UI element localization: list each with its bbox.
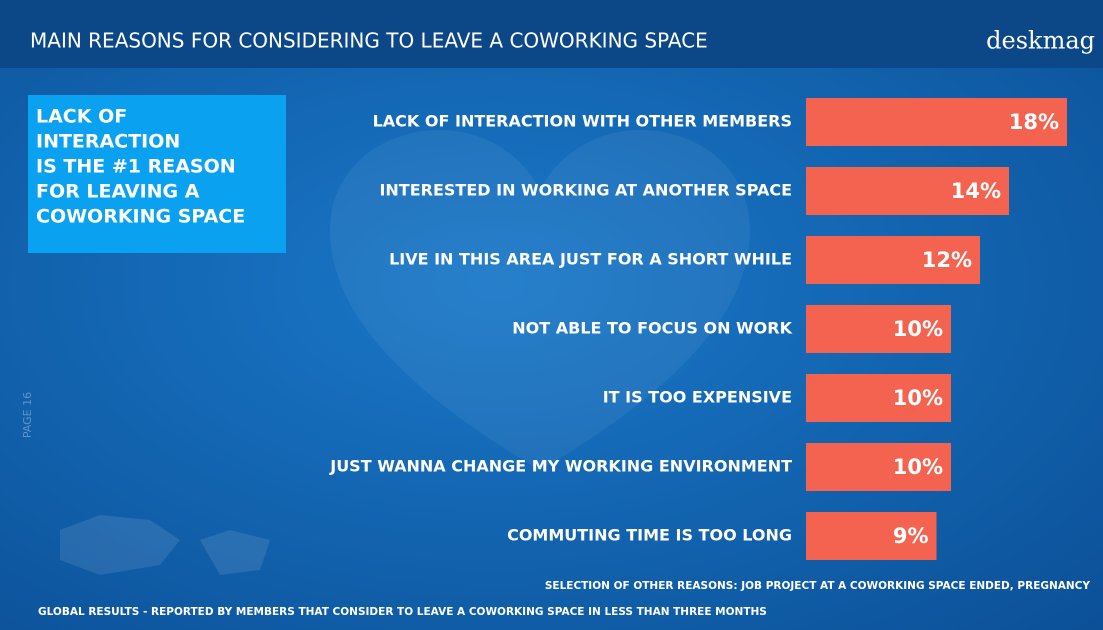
callout-line: INTERACTION bbox=[36, 131, 180, 153]
category-label: LIVE IN THIS AREA JUST FOR A SHORT WHILE bbox=[389, 250, 792, 269]
header-band bbox=[0, 0, 1103, 68]
callout-box bbox=[28, 95, 286, 253]
callout-line: FOR LEAVING A bbox=[36, 181, 200, 203]
value-label: 10% bbox=[893, 386, 943, 410]
chart-title: MAIN REASONS FOR CONSIDERING TO LEAVE A … bbox=[30, 29, 708, 53]
bar bbox=[806, 305, 951, 353]
bar bbox=[806, 167, 1009, 215]
callout-line: IS THE #1 REASON bbox=[36, 156, 236, 178]
map-decoration bbox=[60, 515, 270, 575]
footnote: GLOBAL RESULTS - REPORTED BY MEMBERS THA… bbox=[38, 606, 767, 618]
footnote: SELECTION OF OTHER REASONS: JOB PROJECT … bbox=[545, 580, 1091, 592]
value-label: 9% bbox=[893, 524, 929, 548]
page-label: PAGE 16 bbox=[21, 392, 34, 438]
category-label: INTERESTED IN WORKING AT ANOTHER SPACE bbox=[379, 181, 792, 200]
bar bbox=[806, 98, 1067, 146]
value-label: 14% bbox=[951, 179, 1001, 203]
bar bbox=[806, 236, 980, 284]
category-label: COMMUTING TIME IS TOO LONG bbox=[507, 526, 792, 545]
value-label: 12% bbox=[922, 248, 972, 272]
value-label: 18% bbox=[1009, 110, 1059, 134]
bar bbox=[806, 374, 951, 422]
category-label: LACK OF INTERACTION WITH OTHER MEMBERS bbox=[373, 112, 792, 131]
category-label: NOT ABLE TO FOCUS ON WORK bbox=[512, 319, 792, 338]
heart-decoration bbox=[330, 130, 750, 470]
category-label: IT IS TOO EXPENSIVE bbox=[603, 388, 792, 407]
value-label: 10% bbox=[893, 455, 943, 479]
value-label: 10% bbox=[893, 317, 943, 341]
bar bbox=[806, 443, 951, 491]
brand: deskmag bbox=[986, 27, 1095, 55]
category-label: JUST WANNA CHANGE MY WORKING ENVIRONMENT bbox=[329, 457, 792, 476]
bar bbox=[806, 512, 937, 560]
callout-line: COWORKING SPACE bbox=[36, 206, 245, 228]
callout-line: LACK OF bbox=[36, 106, 127, 128]
